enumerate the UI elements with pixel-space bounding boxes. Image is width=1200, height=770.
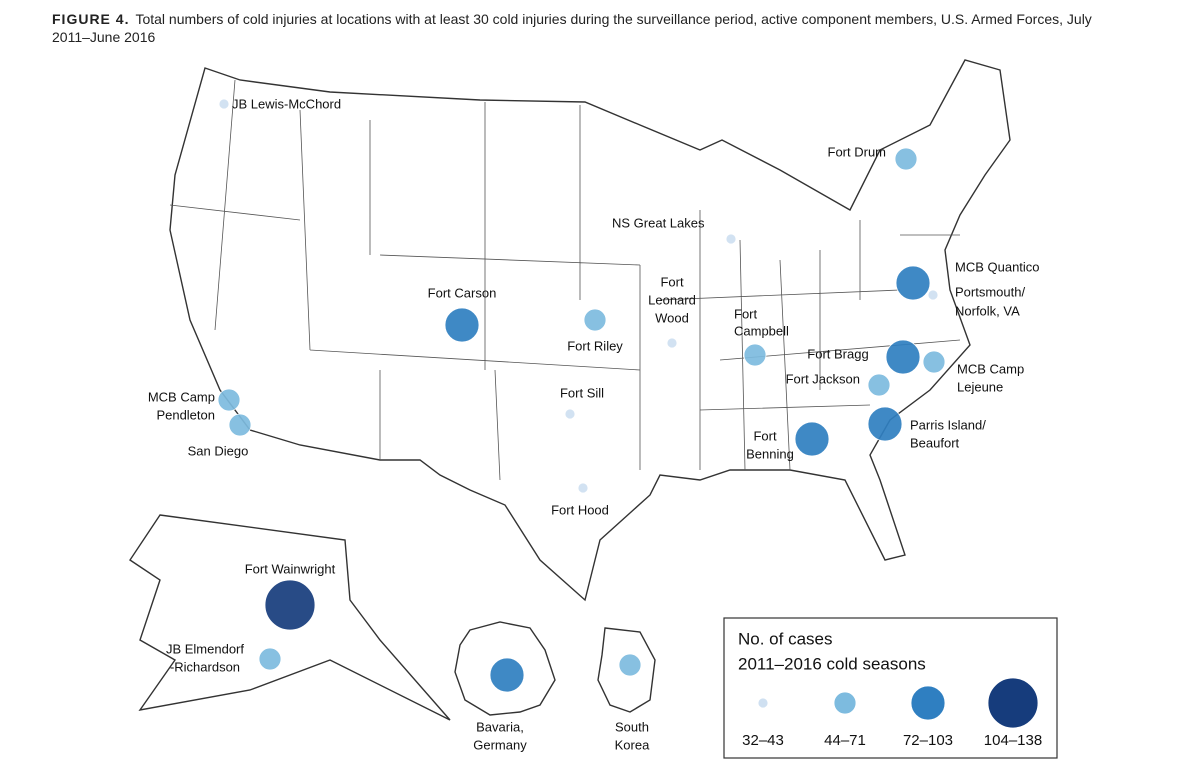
legend-label: 104–138: [984, 732, 1042, 749]
location-label: Fort Jackson: [786, 371, 860, 386]
legend-label: 32–43: [742, 732, 784, 749]
location-marker: [264, 579, 316, 631]
location-marker: [894, 147, 918, 171]
location-label: Portsmouth/: [955, 284, 1025, 299]
location-marker: [564, 408, 576, 420]
location-label: Fort Riley: [567, 338, 623, 353]
location-marker: [867, 373, 891, 397]
location-label: Lejeune: [957, 379, 1003, 394]
legend-marker: [987, 677, 1039, 729]
legend-marker: [833, 691, 857, 715]
location-marker: [444, 307, 480, 343]
location-label: Fort: [734, 306, 758, 321]
state-lines: [169, 79, 961, 481]
location-marker: [743, 343, 767, 367]
location-label: San Diego: [188, 443, 249, 458]
location-marker: [489, 657, 525, 693]
location-label: Fort: [753, 428, 777, 443]
location-marker: [218, 98, 230, 110]
location-marker: [228, 413, 252, 437]
location-label: MCB Quantico: [955, 259, 1040, 274]
location-label: Fort Bragg: [807, 346, 868, 361]
location-label: JB Elmendorf: [166, 641, 244, 656]
location-label: JB Lewis-McChord: [232, 96, 341, 111]
location-label: Fort Sill: [560, 385, 604, 400]
location-label: Wood: [655, 310, 689, 325]
legend-title: No. of cases: [738, 629, 833, 648]
location-label: Pendleton: [156, 407, 215, 422]
location-marker: [725, 233, 737, 245]
location-label: Fort: [660, 274, 684, 289]
figure-title: FIGURE 4. Total numbers of cold injuries …: [52, 10, 1132, 46]
location-label: Fort Drum: [828, 144, 887, 159]
location-label: Fort Carson: [428, 285, 497, 300]
location-marker: [927, 289, 939, 301]
location-marker: [666, 337, 678, 349]
location-label: Fort Hood: [551, 502, 609, 517]
location-label: Norfolk, VA: [955, 303, 1020, 318]
location-marker: [258, 647, 282, 671]
location-marker: [885, 339, 921, 375]
legend-label: 44–71: [824, 732, 866, 749]
location-marker: [895, 265, 931, 301]
legend-marker: [910, 685, 946, 721]
location-label: Bavaria,: [476, 719, 524, 734]
location-label: South: [615, 719, 649, 734]
location-label: Korea: [615, 737, 650, 752]
location-marker: [794, 421, 830, 457]
location-label: Parris Island/: [910, 417, 986, 432]
location-label: Fort Wainwright: [245, 561, 336, 576]
location-marker: [867, 406, 903, 442]
location-label: Beaufort: [910, 435, 960, 450]
figure-caption: Total numbers of cold injuries at locati…: [52, 11, 1092, 45]
legend-title: 2011–2016 cold seasons: [738, 654, 926, 673]
location-label: MCB Camp: [957, 361, 1024, 376]
legend-marker: [757, 697, 769, 709]
location-marker: [618, 653, 642, 677]
location-marker: [577, 482, 589, 494]
location-marker: [583, 308, 607, 332]
location-label: Benning: [746, 446, 794, 461]
location-marker: [217, 388, 241, 412]
location-label: MCB Camp: [148, 389, 215, 404]
legend-label: 72–103: [903, 732, 953, 749]
location-label: NS Great Lakes: [612, 215, 705, 230]
figure-label: FIGURE 4.: [52, 11, 130, 27]
location-label: Campbell: [734, 323, 789, 338]
location-label: Germany: [473, 737, 527, 752]
location-marker: [922, 350, 946, 374]
location-label: Leonard: [648, 292, 696, 307]
location-label: -Richardson: [170, 659, 240, 674]
